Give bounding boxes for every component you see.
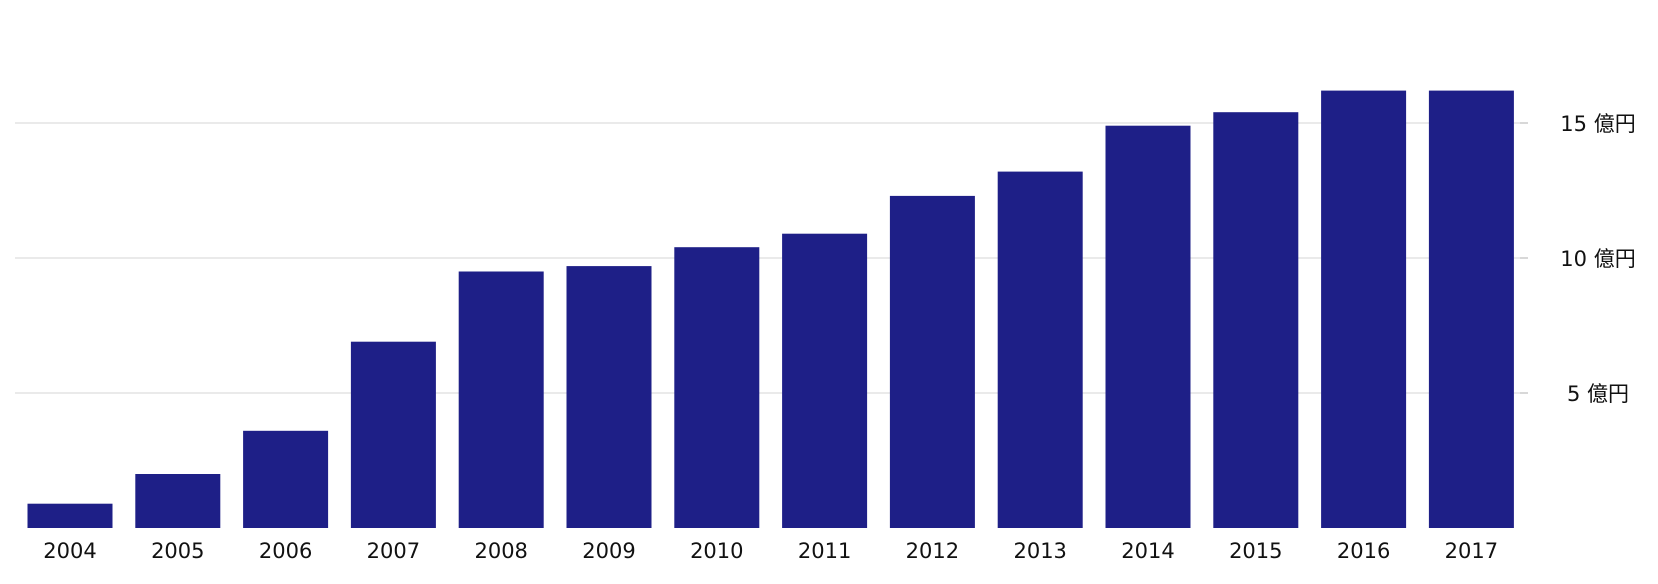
x-axis-labels: 2004 2005 2006 2007 2008 2009 2010 2011 2012 2013…	[43, 539, 1498, 563]
x-tick-label-2009: 2009	[582, 539, 635, 563]
grid-lines	[15, 122, 1528, 394]
bar-2006	[243, 430, 329, 528]
bar-2012	[889, 195, 975, 528]
bar-2016	[1321, 90, 1407, 528]
y-axis-labels: 5 億円 10 億円 15 億円	[1560, 112, 1635, 406]
x-tick-label-2007: 2007	[367, 539, 420, 563]
x-tick-label-2010: 2010	[690, 539, 743, 563]
bar-2017	[1428, 90, 1514, 528]
bar-2007	[350, 341, 436, 528]
bar-2005	[135, 474, 221, 528]
bar-2008	[458, 271, 544, 528]
y-tick-label: 10 億円	[1560, 247, 1635, 271]
y-tick-label: 5 億円	[1567, 382, 1629, 406]
bar-2014	[1105, 125, 1191, 528]
x-tick-label-2017: 2017	[1445, 539, 1498, 563]
bar-2013	[997, 171, 1083, 528]
x-tick-label-2005: 2005	[151, 539, 204, 563]
bar-2015	[1213, 112, 1299, 528]
x-tick-label-2015: 2015	[1229, 539, 1282, 563]
bar-2011	[782, 233, 868, 528]
y-tick-label: 15 億円	[1560, 112, 1635, 136]
x-tick-label-2004: 2004	[43, 539, 96, 563]
x-tick-label-2008: 2008	[474, 539, 527, 563]
x-tick-label-2014: 2014	[1121, 539, 1174, 563]
x-tick-label-2012: 2012	[906, 539, 959, 563]
bars	[27, 90, 1514, 528]
bar-2009	[566, 266, 652, 528]
x-tick-label-2011: 2011	[798, 539, 851, 563]
bar-2004	[27, 503, 113, 528]
x-tick-label-2013: 2013	[1013, 539, 1066, 563]
x-tick-label-2006: 2006	[259, 539, 312, 563]
x-tick-label-2016: 2016	[1337, 539, 1390, 563]
bar-2010	[674, 247, 760, 528]
